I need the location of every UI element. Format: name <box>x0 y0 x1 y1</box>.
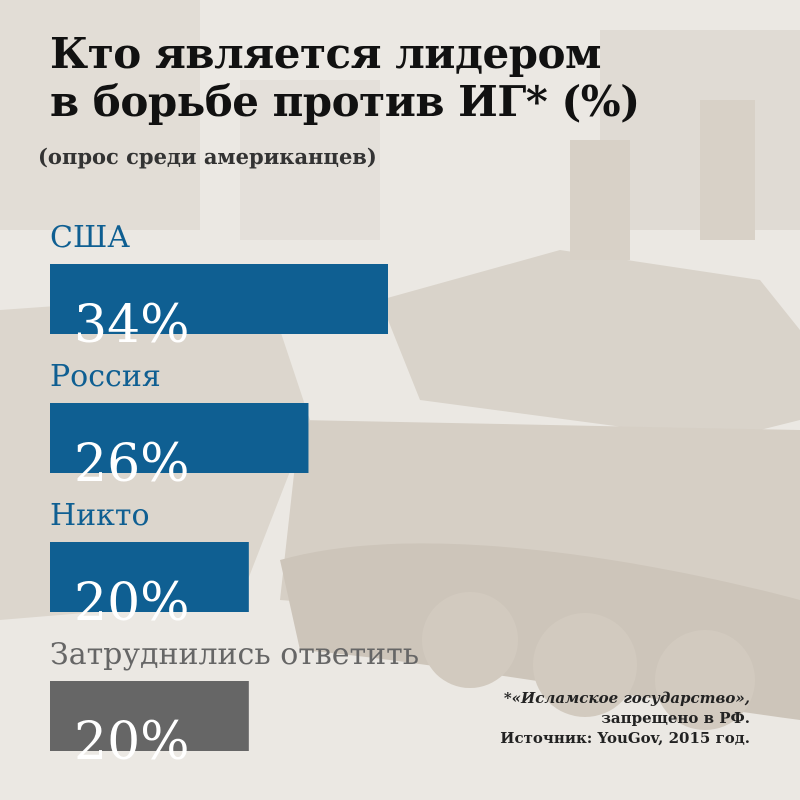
value-label-3: 20% <box>74 712 190 772</box>
chart-title: Кто является лидером в борьбе против ИГ*… <box>50 30 640 126</box>
bar-2 <box>50 542 249 612</box>
category-label-3: Затруднились ответить <box>50 637 419 672</box>
title-line-2: в борьбе против ИГ* (%) <box>50 77 640 126</box>
footnote: *«Исламское государство», запрещено в РФ… <box>500 688 750 748</box>
category-label-0: США <box>50 220 130 255</box>
value-label-1: 26% <box>74 434 190 494</box>
category-label-1: Россия <box>50 359 161 394</box>
footnote-line-2: запрещено в РФ. <box>601 709 750 727</box>
bar-3 <box>50 681 249 751</box>
bar-1 <box>50 403 309 473</box>
category-label-2: Никто <box>50 498 150 533</box>
chart-subtitle: (опрос среди американцев) <box>38 144 377 169</box>
value-label-0: 34% <box>74 295 190 355</box>
value-label-2: 20% <box>74 573 190 633</box>
footnote-line-1: *«Исламское государство», <box>503 689 750 707</box>
footnote-source: Источник: YouGov, 2015 год. <box>500 729 750 747</box>
title-line-1: Кто является лидером <box>50 29 602 78</box>
bar-0 <box>50 264 388 334</box>
